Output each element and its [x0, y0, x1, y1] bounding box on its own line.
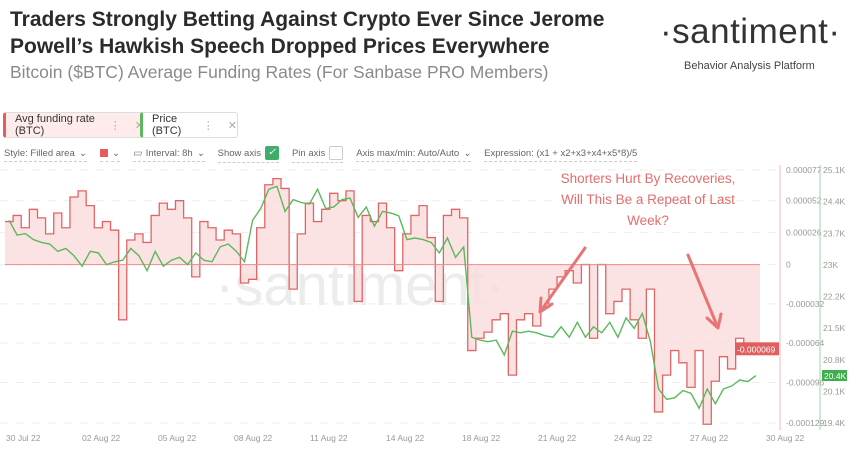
- axis-maxmin-dropdown[interactable]: Axis max/min: Auto/Auto ⌄: [356, 147, 472, 162]
- chevron-down-icon: ⌄: [463, 147, 472, 159]
- color-swatch: [99, 149, 108, 157]
- x-axis-tick: 30 Aug 22: [766, 433, 805, 443]
- x-axis-tick: 11 Aug 22: [310, 433, 348, 443]
- chevron-down-icon: ⌄: [111, 147, 120, 159]
- right-axis-tick: 21.5K: [823, 323, 846, 333]
- annotation-arrow: [686, 253, 723, 330]
- x-axis-tick: 05 Aug 22: [158, 433, 197, 443]
- left-axis-tick: -0.000032: [786, 299, 825, 309]
- left-axis-tick: -0.000096: [786, 377, 825, 387]
- interval-label: Interval: 8h: [145, 147, 193, 159]
- current-price-value: 20.4K: [824, 371, 847, 381]
- funding-rate-area: [5, 178, 760, 425]
- current-funding-value: -0.000069: [737, 344, 776, 354]
- annotation-arrow: [538, 246, 587, 314]
- expression-field[interactable]: Expression: (x1 + x2+x3+x4+x5*8)/5: [484, 147, 638, 162]
- current-funding-badge: [735, 342, 779, 356]
- x-axis-tick: 24 Aug 22: [614, 433, 653, 443]
- santiment-logo: ·santiment·: [660, 12, 841, 51]
- logo-tagline: Behavior Analysis Platform: [684, 60, 815, 72]
- metric-label: Price (BTC): [152, 113, 182, 137]
- metric-settings-toolbar: Style: Filled area ⌄ ⌄ ▭ Interval: 8h ⌄ S…: [4, 146, 638, 163]
- color-picker[interactable]: ⌄: [99, 147, 120, 162]
- interval-dropdown[interactable]: ▭ Interval: 8h ⌄: [132, 147, 205, 162]
- x-axis-tick: 08 Aug 22: [234, 433, 273, 443]
- right-axis-tick: 22.2K: [823, 292, 846, 302]
- checkbox-icon[interactable]: [329, 146, 344, 160]
- page-title: Traders Strongly Betting Against Crypto …: [10, 8, 605, 58]
- show-axis-label: Show axis: [217, 147, 261, 159]
- left-axis-tick: -0.000064: [786, 338, 825, 348]
- x-axis-tick: 02 Aug 22: [82, 433, 121, 443]
- right-axis-tick: 20.1K: [823, 386, 846, 396]
- x-axis-tick: 27 Aug 22: [690, 433, 729, 443]
- expression-label: Expression: (x1 + x2+x3+x4+x5*8)/5: [484, 147, 638, 159]
- pin-axis-toggle[interactable]: Pin axis: [291, 146, 344, 163]
- right-axis-tick: 20.8K: [823, 355, 846, 365]
- current-price-badge: [822, 370, 847, 381]
- right-axis-tick: 24.4K: [823, 197, 846, 207]
- metric-chip-funding-rate[interactable]: Avg funding rate (BTC) ⋮ ✕: [3, 112, 145, 138]
- style-label: Style: Filled area: [4, 147, 75, 159]
- close-icon[interactable]: ✕: [135, 119, 144, 132]
- right-axis-tick: 23.7K: [823, 228, 846, 238]
- left-axis-tick: 0.000052: [786, 196, 822, 206]
- calendar-icon: ▭: [132, 147, 142, 159]
- page-subtitle: Bitcoin ($BTC) Average Funding Rates (Fo…: [10, 62, 549, 82]
- x-axis-tick: 14 Aug 22: [386, 433, 425, 443]
- chart-annotation: Shorters Hurt By Recoveries, Will This B…: [560, 171, 736, 228]
- x-axis-tick: 30 Jul 22: [6, 433, 41, 443]
- close-icon[interactable]: ✕: [227, 119, 237, 132]
- left-axis-tick: 0: [786, 260, 791, 270]
- axis-maxmin-label: Axis max/min: Auto/Auto: [356, 147, 460, 159]
- chevron-down-icon: ⌄: [78, 147, 87, 159]
- left-axis-tick: 0.000026: [786, 228, 822, 238]
- metric-chip-price[interactable]: Price (BTC) ⋮ ✕: [140, 112, 238, 138]
- pin-axis-label: Pin axis: [291, 147, 326, 159]
- more-icon[interactable]: ⋮: [109, 119, 121, 132]
- style-dropdown[interactable]: Style: Filled area ⌄: [4, 148, 87, 162]
- funding-rate-line: [5, 177, 760, 425]
- checkbox-checked-icon[interactable]: ✓: [264, 146, 279, 160]
- price-line: [8, 185, 757, 410]
- right-axis-tick: 25.1K: [823, 165, 846, 175]
- x-axis-tick: 18 Aug 22: [462, 433, 501, 443]
- left-axis-tick: 0.000077: [786, 165, 822, 175]
- x-axis-tick: 21 Aug 22: [538, 433, 577, 443]
- right-axis-tick: 23K: [823, 260, 838, 270]
- more-icon[interactable]: ⋮: [202, 119, 214, 132]
- right-axis-tick: 19.4K: [823, 418, 846, 428]
- metric-label: Avg funding rate (BTC): [15, 113, 95, 137]
- left-axis-tick: -0.000129: [786, 418, 825, 428]
- show-axis-toggle[interactable]: Show axis ✓: [217, 146, 279, 163]
- chevron-down-icon: ⌄: [196, 147, 205, 159]
